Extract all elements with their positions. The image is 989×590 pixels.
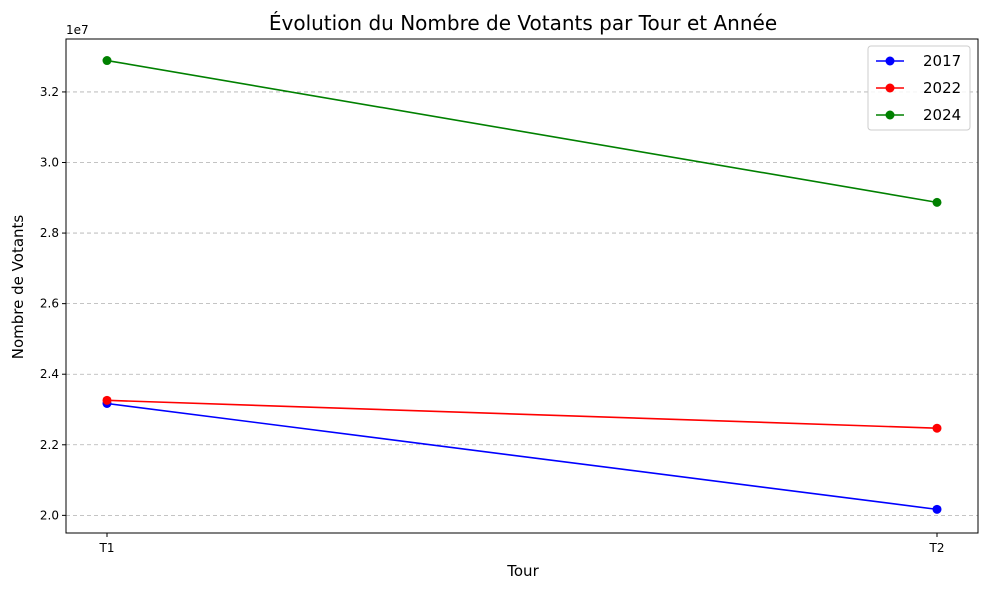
legend-entry-label: 2022 xyxy=(923,79,961,97)
axes: 2.0 2.2 2.4 2.6 2.8 3.0 3.2 T1 T2 xyxy=(40,38,979,555)
y-axis-label: Nombre de Votants xyxy=(9,215,27,360)
grid-lines xyxy=(66,91,978,516)
x-axis-label: Tour xyxy=(506,562,539,580)
legend-entry-label: 2017 xyxy=(923,52,961,70)
series-line-2017 xyxy=(106,402,938,511)
y-axis-offset-label: 1e7 xyxy=(66,23,89,37)
y-tick-label: 3.2 xyxy=(40,85,59,99)
legend: 2017 2022 2024 xyxy=(867,45,971,131)
y-tick-label: 3.0 xyxy=(40,156,59,170)
data-point-2022 xyxy=(932,423,942,433)
legend-swatch-marker xyxy=(885,83,895,93)
data-point-2022 xyxy=(102,395,112,405)
y-tick-label: 2.0 xyxy=(40,508,59,522)
series-lines xyxy=(102,56,942,514)
y-tick-label: 2.4 xyxy=(40,367,59,381)
legend-swatch-marker xyxy=(885,110,895,120)
series-line-2022 xyxy=(106,399,938,430)
data-point-2017 xyxy=(932,504,942,514)
series-line-2024 xyxy=(106,59,938,204)
data-point-2024 xyxy=(102,56,112,66)
legend-box xyxy=(867,45,971,131)
y-tick-label: 2.8 xyxy=(40,226,59,240)
y-tick-label: 2.2 xyxy=(40,438,59,452)
y-tick-label: 2.6 xyxy=(40,297,59,311)
legend-swatch-marker xyxy=(885,56,895,66)
chart-title: Évolution du Nombre de Votants par Tour … xyxy=(269,11,777,35)
legend-entry-label: 2024 xyxy=(923,106,961,124)
data-point-2024 xyxy=(932,197,942,207)
x-tick-label: T2 xyxy=(929,541,945,555)
x-tick-label: T1 xyxy=(99,541,115,555)
plot-frame xyxy=(65,38,979,534)
